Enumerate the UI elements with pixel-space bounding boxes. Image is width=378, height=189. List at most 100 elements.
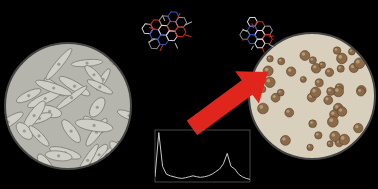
- cell-round: [333, 47, 340, 54]
- cell-nucleus: [85, 61, 88, 64]
- cell-highlight: [328, 142, 330, 144]
- cell-highlight: [356, 60, 360, 64]
- cell-highlight: [259, 105, 263, 109]
- cell-nucleus: [73, 85, 76, 88]
- cell-highlight: [312, 89, 316, 93]
- cell-nucleus: [122, 144, 125, 147]
- ring: [246, 33, 259, 46]
- cell-highlight: [267, 79, 271, 83]
- cell-highlight: [339, 108, 342, 111]
- ring: [261, 33, 274, 46]
- cell-nucleus: [33, 114, 36, 117]
- ring: [165, 29, 178, 43]
- cell-round: [300, 76, 306, 82]
- substituent: [242, 29, 247, 32]
- cell-highlight: [358, 89, 361, 92]
- cell-nucleus: [44, 97, 47, 100]
- cell-round: [307, 144, 313, 150]
- cell-nucleus: [27, 94, 30, 97]
- cell-round: [278, 58, 285, 65]
- cell-highlight: [350, 50, 352, 52]
- cell-highlight: [327, 70, 330, 73]
- cell-round: [310, 87, 320, 97]
- cell-nucleus: [45, 167, 48, 170]
- cell-round: [258, 103, 269, 114]
- cell-round: [339, 134, 350, 145]
- cell-elongated: [59, 117, 84, 145]
- cell-highlight: [338, 66, 341, 69]
- cell-nucleus: [6, 158, 9, 161]
- cell-elongated: [110, 54, 130, 66]
- cell-highlight: [282, 137, 285, 140]
- cell-highlight: [341, 136, 345, 140]
- cell-nucleus: [114, 167, 117, 170]
- cell-round: [327, 141, 333, 147]
- cell-highlight: [278, 90, 280, 92]
- cell-highlight: [311, 58, 313, 60]
- substituent: [184, 33, 191, 39]
- cell-nucleus: [118, 58, 121, 61]
- substituent: [175, 43, 178, 48]
- micrograph-before: [0, 40, 142, 186]
- cell-round: [280, 135, 290, 145]
- cell-highlight: [338, 55, 342, 59]
- cell-elongated: [27, 123, 52, 148]
- substituent: [149, 25, 156, 31]
- cell-nucleus: [86, 159, 89, 162]
- substituent: [158, 45, 165, 51]
- molecule: [140, 5, 199, 58]
- cell-highlight: [308, 145, 310, 147]
- cell-round: [285, 108, 294, 117]
- substituent: [251, 46, 253, 50]
- micrograph-after: [245, 30, 378, 170]
- cell-elongated: [43, 46, 74, 82]
- cell-round: [337, 53, 348, 64]
- cell-highlight: [279, 59, 281, 61]
- cell-round: [330, 131, 340, 141]
- cell-highlight: [335, 48, 338, 51]
- cell-round: [324, 96, 333, 105]
- cell-highlight: [268, 57, 270, 59]
- substituent: [250, 23, 255, 28]
- cell-nucleus: [57, 154, 60, 157]
- cell-round: [337, 107, 347, 117]
- ring: [174, 25, 187, 39]
- cell-highlight: [288, 69, 291, 72]
- cell-round: [357, 88, 365, 96]
- substituent: [242, 37, 247, 42]
- cell-highlight: [329, 118, 333, 122]
- cell-highlight: [265, 68, 269, 72]
- spectrum-line: [155, 133, 250, 180]
- cell-round: [277, 89, 284, 96]
- cell-highlight: [355, 143, 358, 146]
- molecule: [236, 15, 282, 59]
- cell-nucleus: [37, 134, 40, 137]
- cell-highlight: [351, 65, 354, 68]
- cell-highlight: [310, 121, 313, 124]
- cell-round: [265, 77, 275, 87]
- cell-highlight: [316, 133, 319, 136]
- cell-nucleus: [23, 129, 26, 132]
- cell-nucleus: [92, 124, 95, 127]
- cell-nucleus: [70, 130, 73, 133]
- cell-nucleus: [52, 86, 55, 89]
- cell-highlight: [302, 52, 305, 55]
- cell-elongated: [86, 77, 115, 96]
- canvas: [0, 0, 378, 189]
- cell-nucleus: [70, 96, 73, 99]
- cell-round: [327, 116, 338, 127]
- cell-round: [327, 87, 335, 95]
- cell-nucleus: [122, 154, 125, 157]
- cell-nucleus: [98, 153, 101, 156]
- ring: [148, 37, 161, 51]
- substituent: [263, 26, 265, 30]
- substituent: [269, 34, 274, 39]
- cell-nucleus: [98, 85, 101, 88]
- micrograph-bg: [245, 30, 378, 170]
- cell-round: [309, 57, 316, 64]
- ring: [156, 33, 169, 47]
- cell-round: [309, 120, 317, 128]
- cell-round: [337, 65, 344, 72]
- cell-highlight: [355, 125, 358, 128]
- cell-highlight: [286, 110, 289, 113]
